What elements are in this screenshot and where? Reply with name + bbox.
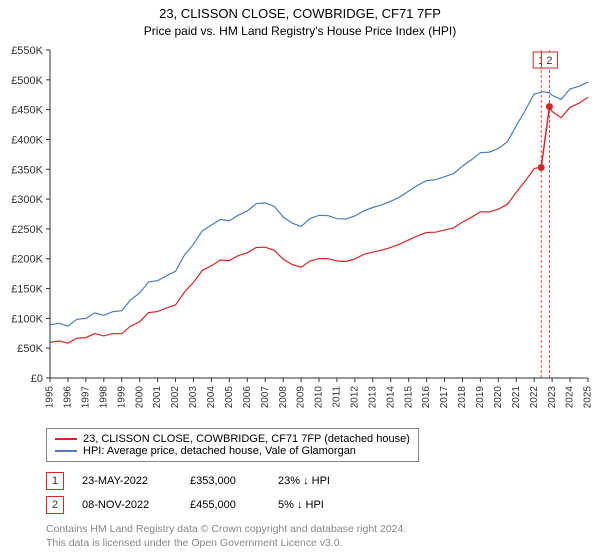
svg-text:£200K: £200K <box>11 254 43 266</box>
chart-subtitle: Price paid vs. HM Land Registry's House … <box>0 24 600 38</box>
svg-text:2011: 2011 <box>332 386 343 408</box>
svg-text:2010: 2010 <box>314 386 325 409</box>
transaction-date-1: 23-MAY-2022 <box>82 475 172 487</box>
transaction-delta-1: 23% ↓ HPI <box>278 475 330 487</box>
price-chart: £0 £50K £100K £150K £200K £250K £300K £350K £400… <box>0 44 600 424</box>
svg-text:2009: 2009 <box>296 386 307 409</box>
svg-text:2000: 2000 <box>134 386 145 409</box>
svg-text:1996: 1996 <box>63 386 74 409</box>
transaction-price-2: £455,000 <box>190 499 260 511</box>
svg-text:2019: 2019 <box>475 386 486 409</box>
svg-text:1999: 1999 <box>116 386 127 409</box>
svg-text:2014: 2014 <box>385 386 396 409</box>
svg-text:1997: 1997 <box>81 386 92 409</box>
svg-text:2: 2 <box>546 55 552 67</box>
svg-text:2020: 2020 <box>493 386 504 409</box>
svg-text:£400K: £400K <box>11 134 43 146</box>
svg-text:1995: 1995 <box>45 386 56 409</box>
svg-text:2015: 2015 <box>403 386 414 409</box>
footer-line-1: Contains HM Land Registry data © Crown c… <box>46 522 406 536</box>
svg-text:2007: 2007 <box>260 386 271 409</box>
svg-text:2013: 2013 <box>367 386 378 409</box>
legend-swatch-2 <box>55 450 77 452</box>
svg-text:£350K: £350K <box>11 164 43 176</box>
svg-text:£0: £0 <box>31 373 43 385</box>
svg-text:2017: 2017 <box>439 386 450 409</box>
svg-text:2005: 2005 <box>224 386 235 409</box>
legend-label-2: HPI: Average price, detached house, Vale… <box>83 445 356 457</box>
footer-line-2: This data is licensed under the Open Gov… <box>46 536 406 550</box>
svg-text:2018: 2018 <box>457 386 468 409</box>
svg-text:2021: 2021 <box>511 386 522 409</box>
svg-text:2025: 2025 <box>583 386 594 409</box>
chart-title: 23, CLISSON CLOSE, COWBRIDGE, CF71 7FP <box>0 6 600 21</box>
svg-text:£550K: £550K <box>11 45 43 57</box>
transaction-date-2: 08-NOV-2022 <box>82 499 172 511</box>
svg-text:£50K: £50K <box>17 343 43 355</box>
svg-text:1998: 1998 <box>98 386 109 409</box>
svg-text:2002: 2002 <box>170 386 181 409</box>
svg-text:2001: 2001 <box>152 386 163 409</box>
svg-text:2006: 2006 <box>242 386 253 409</box>
svg-text:£250K: £250K <box>11 224 43 236</box>
transaction-row-1: 1 23-MAY-2022 £353,000 23% ↓ HPI <box>46 472 330 490</box>
transaction-delta-2: 5% ↓ HPI <box>278 499 324 511</box>
svg-text:2004: 2004 <box>206 386 217 409</box>
legend-label-1: 23, CLISSON CLOSE, COWBRIDGE, CF71 7FP (… <box>83 433 410 445</box>
svg-text:£300K: £300K <box>11 194 43 206</box>
svg-text:2024: 2024 <box>565 386 576 409</box>
svg-text:£500K: £500K <box>11 75 43 87</box>
svg-text:£100K: £100K <box>11 313 43 325</box>
legend-swatch-1 <box>55 438 77 440</box>
transaction-badge-1: 1 <box>46 472 64 490</box>
transaction-price-1: £353,000 <box>190 475 260 487</box>
transaction-row-2: 2 08-NOV-2022 £455,000 5% ↓ HPI <box>46 496 324 514</box>
svg-text:£150K: £150K <box>11 284 43 296</box>
svg-text:2016: 2016 <box>421 386 432 409</box>
svg-text:2008: 2008 <box>278 386 289 409</box>
svg-text:2012: 2012 <box>350 386 361 409</box>
svg-text:2003: 2003 <box>188 386 199 409</box>
transaction-badge-2: 2 <box>46 496 64 514</box>
legend: 23, CLISSON CLOSE, COWBRIDGE, CF71 7FP (… <box>46 428 419 462</box>
svg-text:£450K: £450K <box>11 105 43 117</box>
svg-text:2022: 2022 <box>529 386 540 409</box>
footer-attribution: Contains HM Land Registry data © Crown c… <box>46 522 406 550</box>
svg-text:2023: 2023 <box>547 386 558 409</box>
